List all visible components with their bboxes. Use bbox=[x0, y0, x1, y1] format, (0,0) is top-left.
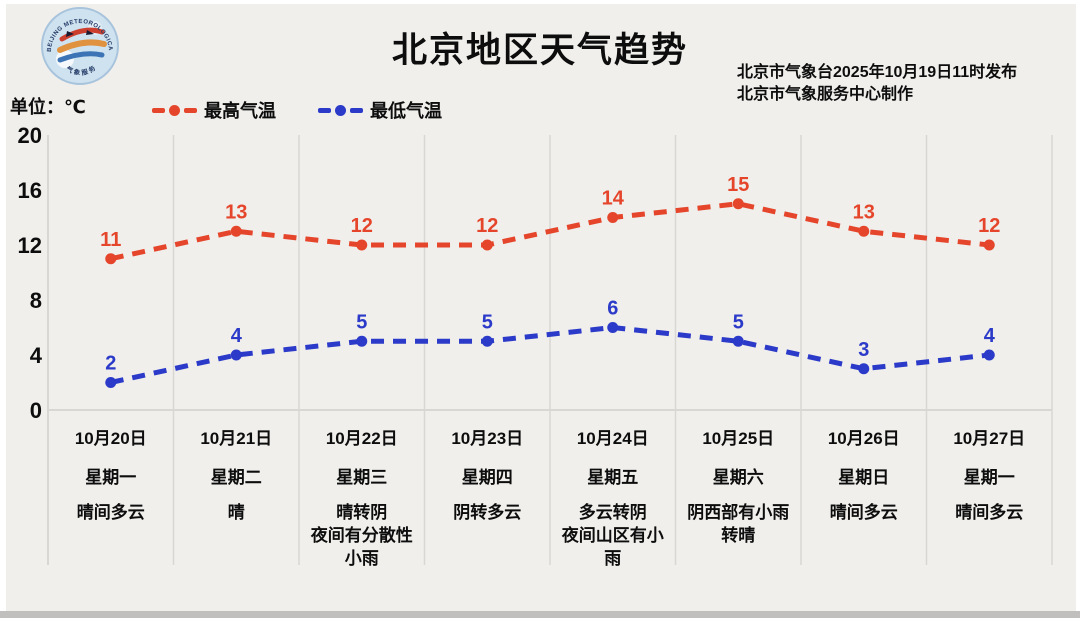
data-point bbox=[356, 239, 368, 251]
data-point-label: 12 bbox=[351, 215, 373, 237]
y-tick-label: 12 bbox=[18, 233, 42, 258]
x-axis-column: 10月26日 星期日晴间多云 bbox=[801, 424, 927, 571]
data-point bbox=[732, 335, 744, 347]
weather-description: 晴转阴 夜间有分散性 小雨 bbox=[310, 503, 413, 568]
publisher-producer-line: 北京市气象服务中心制作 bbox=[737, 86, 914, 103]
weather-description: 晴 bbox=[227, 503, 245, 522]
data-point bbox=[858, 363, 870, 375]
weekday-label: 星期一 bbox=[85, 468, 137, 487]
weather-description: 晴间多云 bbox=[76, 503, 145, 522]
date-label: 10月23日 bbox=[451, 429, 524, 448]
data-point-label: 3 bbox=[858, 339, 869, 361]
bottom-border-strip bbox=[0, 611, 1080, 618]
data-point-label: 5 bbox=[733, 311, 744, 333]
weekday-label: 星期五 bbox=[587, 468, 639, 487]
weekday-label: 星期四 bbox=[461, 468, 513, 487]
weekday-label: 星期二 bbox=[210, 468, 262, 487]
weather-description: 多云转阴 夜间山区有小 雨 bbox=[561, 503, 664, 568]
series-line-最高气温 bbox=[110, 201, 990, 262]
y-tick-label: 0 bbox=[30, 398, 42, 423]
beijing-meteorological-service-logo: BEIJING METEOROLOGICAL SERVICE 气象服务 bbox=[38, 2, 120, 86]
data-point-label: 5 bbox=[482, 311, 493, 333]
data-point bbox=[732, 198, 744, 210]
legend: 最高气温 最低气温 bbox=[152, 97, 442, 123]
x-axis-column: 10月25日 星期六阴西部有小雨 转晴 bbox=[676, 424, 802, 571]
x-axis-column: 10月21日 星期二晴 bbox=[174, 424, 300, 571]
chart-background bbox=[6, 4, 1076, 611]
legend-item-high-temp: 最高气温 bbox=[152, 97, 276, 123]
y-tick-label: 16 bbox=[18, 178, 42, 203]
high-temp-line-icon bbox=[152, 104, 197, 116]
data-point-label: 12 bbox=[978, 215, 1000, 237]
data-point bbox=[481, 335, 493, 347]
legend-label-high-temp: 最高气温 bbox=[204, 101, 276, 121]
data-point bbox=[983, 239, 995, 251]
data-point-label: 4 bbox=[984, 325, 996, 347]
series-line-最低气温 bbox=[110, 324, 990, 385]
legend-item-low-temp: 最低气温 bbox=[318, 97, 442, 123]
data-point-label: 13 bbox=[225, 201, 247, 223]
x-axis-column: 10月22日 星期三晴转阴 夜间有分散性 小雨 bbox=[299, 424, 425, 571]
data-point bbox=[105, 377, 117, 388]
data-point-label: 11 bbox=[100, 229, 121, 251]
data-point bbox=[105, 253, 117, 265]
data-point bbox=[983, 349, 995, 361]
date-label: 10月26日 bbox=[827, 429, 900, 448]
y-tick-label: 4 bbox=[30, 343, 43, 368]
data-point bbox=[607, 322, 619, 333]
data-point-label: 12 bbox=[476, 215, 498, 237]
date-label: 10月21日 bbox=[200, 429, 273, 448]
x-axis-labels: 10月20日 星期一 晴间多云 10月21日 星期二晴 10月22日 星期三 晴转阴 夜间有分… bbox=[48, 424, 1052, 571]
legend-label-low-temp: 最低气温 bbox=[370, 101, 442, 121]
data-point-label: 13 bbox=[853, 201, 875, 223]
weather-description: 晴间多云 bbox=[955, 503, 1024, 522]
data-point bbox=[230, 349, 242, 361]
data-point-label: 2 bbox=[105, 353, 116, 375]
weekday-label: 星期三 bbox=[336, 468, 388, 487]
y-tick-label: 8 bbox=[30, 288, 42, 313]
data-point-label: 5 bbox=[356, 311, 367, 333]
data-point-label: 14 bbox=[602, 188, 625, 210]
x-axis-column: 10月27日 星期一晴间多云 bbox=[927, 424, 1053, 571]
data-point bbox=[858, 225, 870, 237]
data-point bbox=[481, 239, 493, 251]
y-tick-label: 20 bbox=[18, 123, 42, 148]
low-temp-line-icon bbox=[318, 104, 363, 116]
date-label: 10月20日 bbox=[74, 429, 147, 448]
date-label: 10月27日 bbox=[953, 429, 1026, 448]
data-point bbox=[230, 225, 242, 237]
weekday-label: 星期日 bbox=[838, 468, 890, 487]
unit-label: 单位：℃ bbox=[10, 97, 86, 117]
page-title: 北京地区天气趋势 bbox=[391, 31, 688, 70]
x-axis-column: 10月24日 星期五多云转阴 夜间山区有小 雨 bbox=[550, 424, 676, 571]
weather-description: 晴间多云 bbox=[829, 503, 898, 522]
weather-description: 阴转多云 bbox=[453, 503, 522, 522]
date-label: 10月22日 bbox=[325, 429, 398, 448]
data-point bbox=[607, 212, 619, 223]
publisher-info: 北京市气象台2025年10月19日11时发布 北京市气象服务中心制作 bbox=[737, 62, 1017, 106]
x-axis-column: 10月20日 星期一晴间多云 bbox=[48, 424, 174, 571]
date-label: 10月25日 bbox=[702, 429, 775, 448]
data-point-label: 15 bbox=[727, 174, 749, 196]
publisher-release-line: 北京市气象台2025年10月19日11时发布 bbox=[737, 64, 1018, 81]
data-point-label: 6 bbox=[607, 298, 618, 320]
logo-image: BEIJING METEOROLOGICAL SERVICE 气象服务 bbox=[38, 2, 119, 85]
date-label: 10月24日 bbox=[576, 429, 649, 448]
data-point-label: 4 bbox=[231, 325, 243, 347]
weekday-label: 星期六 bbox=[712, 468, 764, 487]
data-point bbox=[356, 335, 368, 347]
weekday-label: 星期一 bbox=[963, 468, 1015, 487]
weather-description: 阴西部有小雨 转晴 bbox=[687, 503, 790, 545]
x-axis-column: 10月23日 星期四阴转多云 bbox=[425, 424, 551, 571]
